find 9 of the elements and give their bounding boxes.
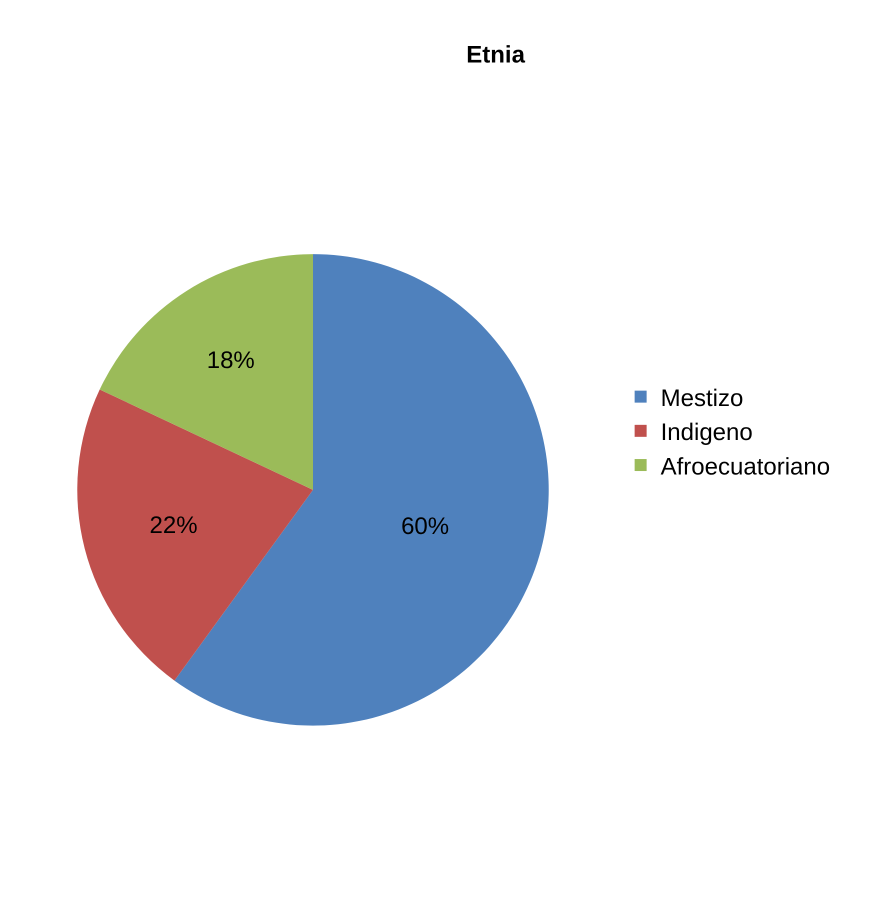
- legend-label: Afroecuatoriano: [660, 453, 830, 480]
- data-label: 60%: [401, 512, 450, 540]
- data-label: 22%: [150, 512, 198, 540]
- legend-label: Indigeno: [660, 419, 753, 446]
- data-label: 18%: [206, 346, 255, 374]
- legend-label: Mestizo: [660, 385, 744, 412]
- chart-title: Etnia: [466, 41, 526, 68]
- pie-slice: [100, 254, 313, 490]
- pie-slice: [78, 389, 313, 681]
